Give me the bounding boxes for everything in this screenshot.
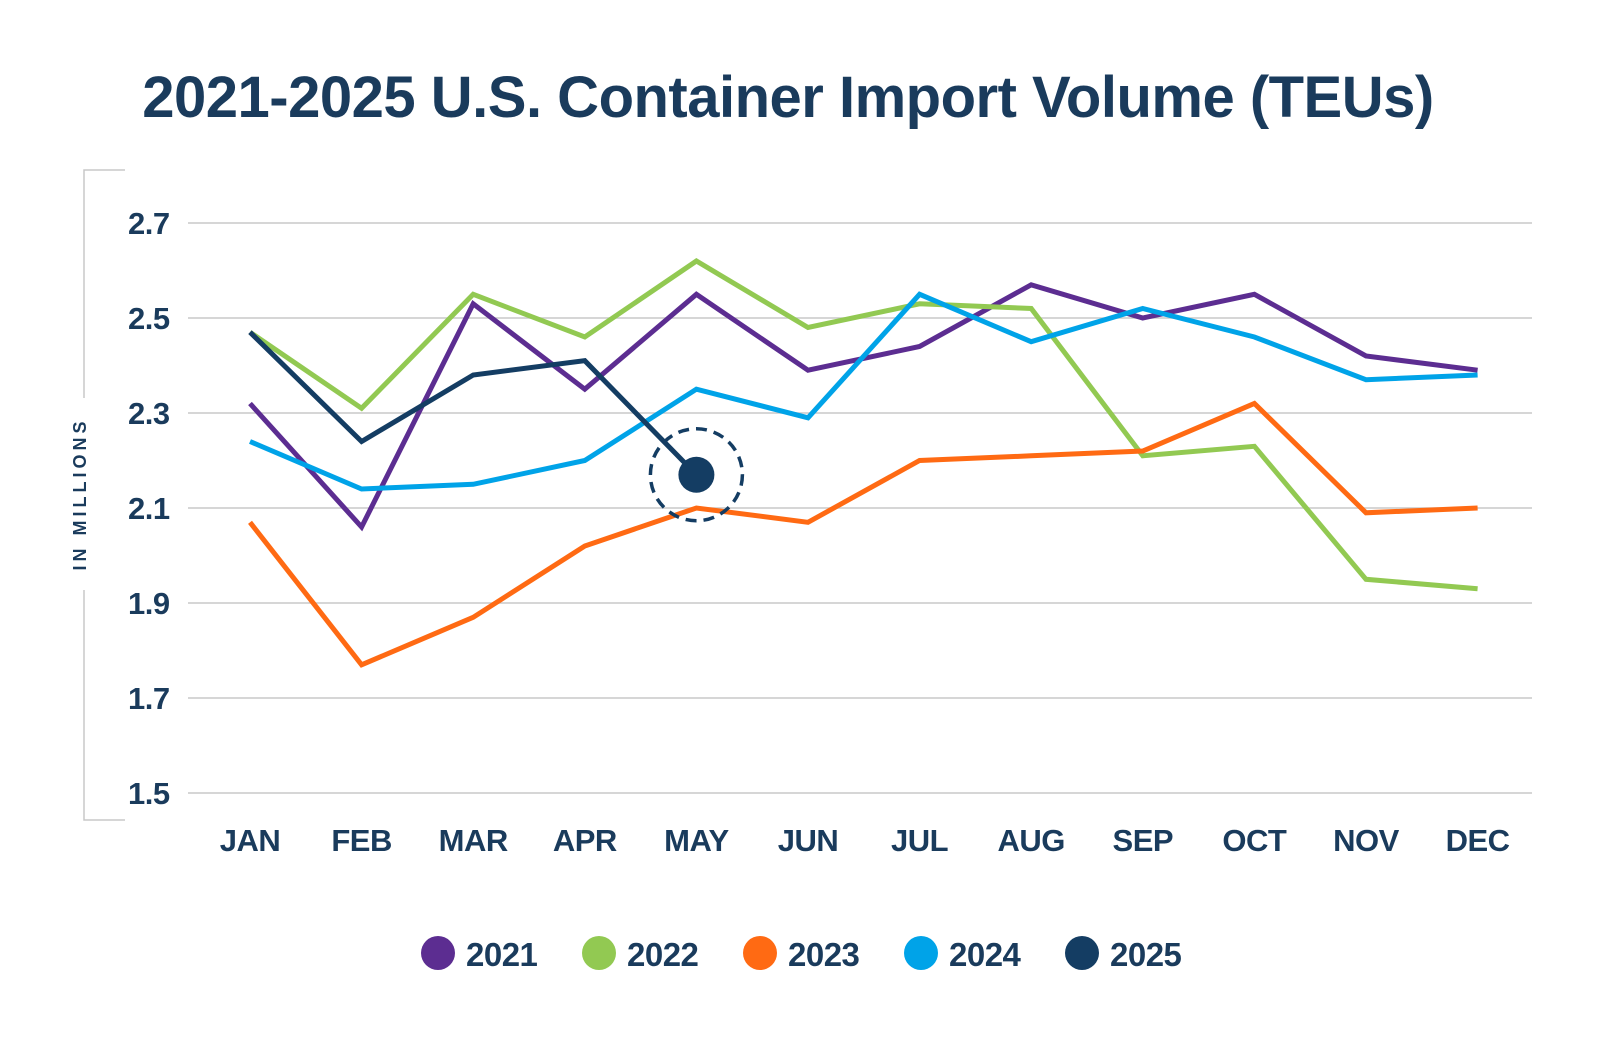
x-tick-label-jan: JAN	[220, 823, 281, 858]
x-tick-label-aug: AUG	[998, 823, 1065, 858]
legend: 2021 2022 2023 2024 2025	[421, 936, 1182, 973]
legend-label-2022: 2022	[627, 936, 699, 973]
y-tick-label-2.1: 2.1	[128, 491, 170, 526]
series-line-2023	[248, 400, 1478, 668]
x-tick-label-nov: NOV	[1333, 823, 1400, 858]
legend-swatch-2021	[421, 936, 455, 970]
y-tick-label-1.5: 1.5	[128, 776, 170, 811]
highlight-marker	[648, 427, 745, 523]
series-line-2025	[248, 330, 699, 477]
series-line-2022	[248, 258, 1478, 592]
legend-label-2021: 2021	[466, 936, 538, 973]
highlight-ring-2025	[648, 427, 745, 523]
legend-swatch-2024	[904, 936, 938, 970]
y-tick-labels: 1.5 1.7 1.9 2.1 2.3 2.5 2.7	[128, 206, 170, 811]
x-tick-label-may: MAY	[664, 823, 729, 858]
chart-title: 2021-2025 U.S. Container Import Volume (…	[142, 65, 1433, 130]
highlight-point-2025	[678, 456, 715, 493]
y-axis-label: IN MILLIONS	[70, 418, 90, 571]
x-tick-label-jun: JUN	[778, 823, 839, 858]
y-tick-label-1.9: 1.9	[128, 586, 170, 621]
x-tick-label-apr: APR	[553, 823, 617, 858]
legend-label-2025: 2025	[1110, 936, 1182, 973]
x-tick-labels: JAN FEB MAR APR MAY JUN JUL AUG SEP OCT NOV DEC	[220, 823, 1510, 858]
y-tick-label-2.3: 2.3	[128, 396, 170, 431]
x-tick-label-sep: SEP	[1113, 823, 1174, 858]
series-line-2024	[249, 291, 1478, 492]
legend-swatch-2023	[743, 936, 777, 970]
y-tick-label-2.7: 2.7	[128, 206, 170, 241]
legend-swatch-2025	[1065, 936, 1099, 970]
x-tick-label-jul: JUL	[891, 823, 948, 858]
x-tick-label-oct: OCT	[1222, 823, 1287, 858]
series-lines	[248, 258, 1478, 668]
axis-frame-top	[83, 169, 125, 398]
legend-label-2024: 2024	[949, 936, 1022, 973]
x-tick-label-feb: FEB	[331, 823, 392, 858]
legend-label-2023: 2023	[788, 936, 860, 973]
x-tick-label-dec: DEC	[1446, 823, 1510, 858]
x-tick-label-mar: MAR	[439, 823, 508, 858]
legend-swatch-2022	[582, 936, 616, 970]
axis-frame-bottom	[83, 590, 125, 821]
y-tick-label-1.7: 1.7	[128, 681, 170, 716]
y-tick-label-2.5: 2.5	[128, 301, 170, 336]
axis-frame	[83, 169, 125, 821]
